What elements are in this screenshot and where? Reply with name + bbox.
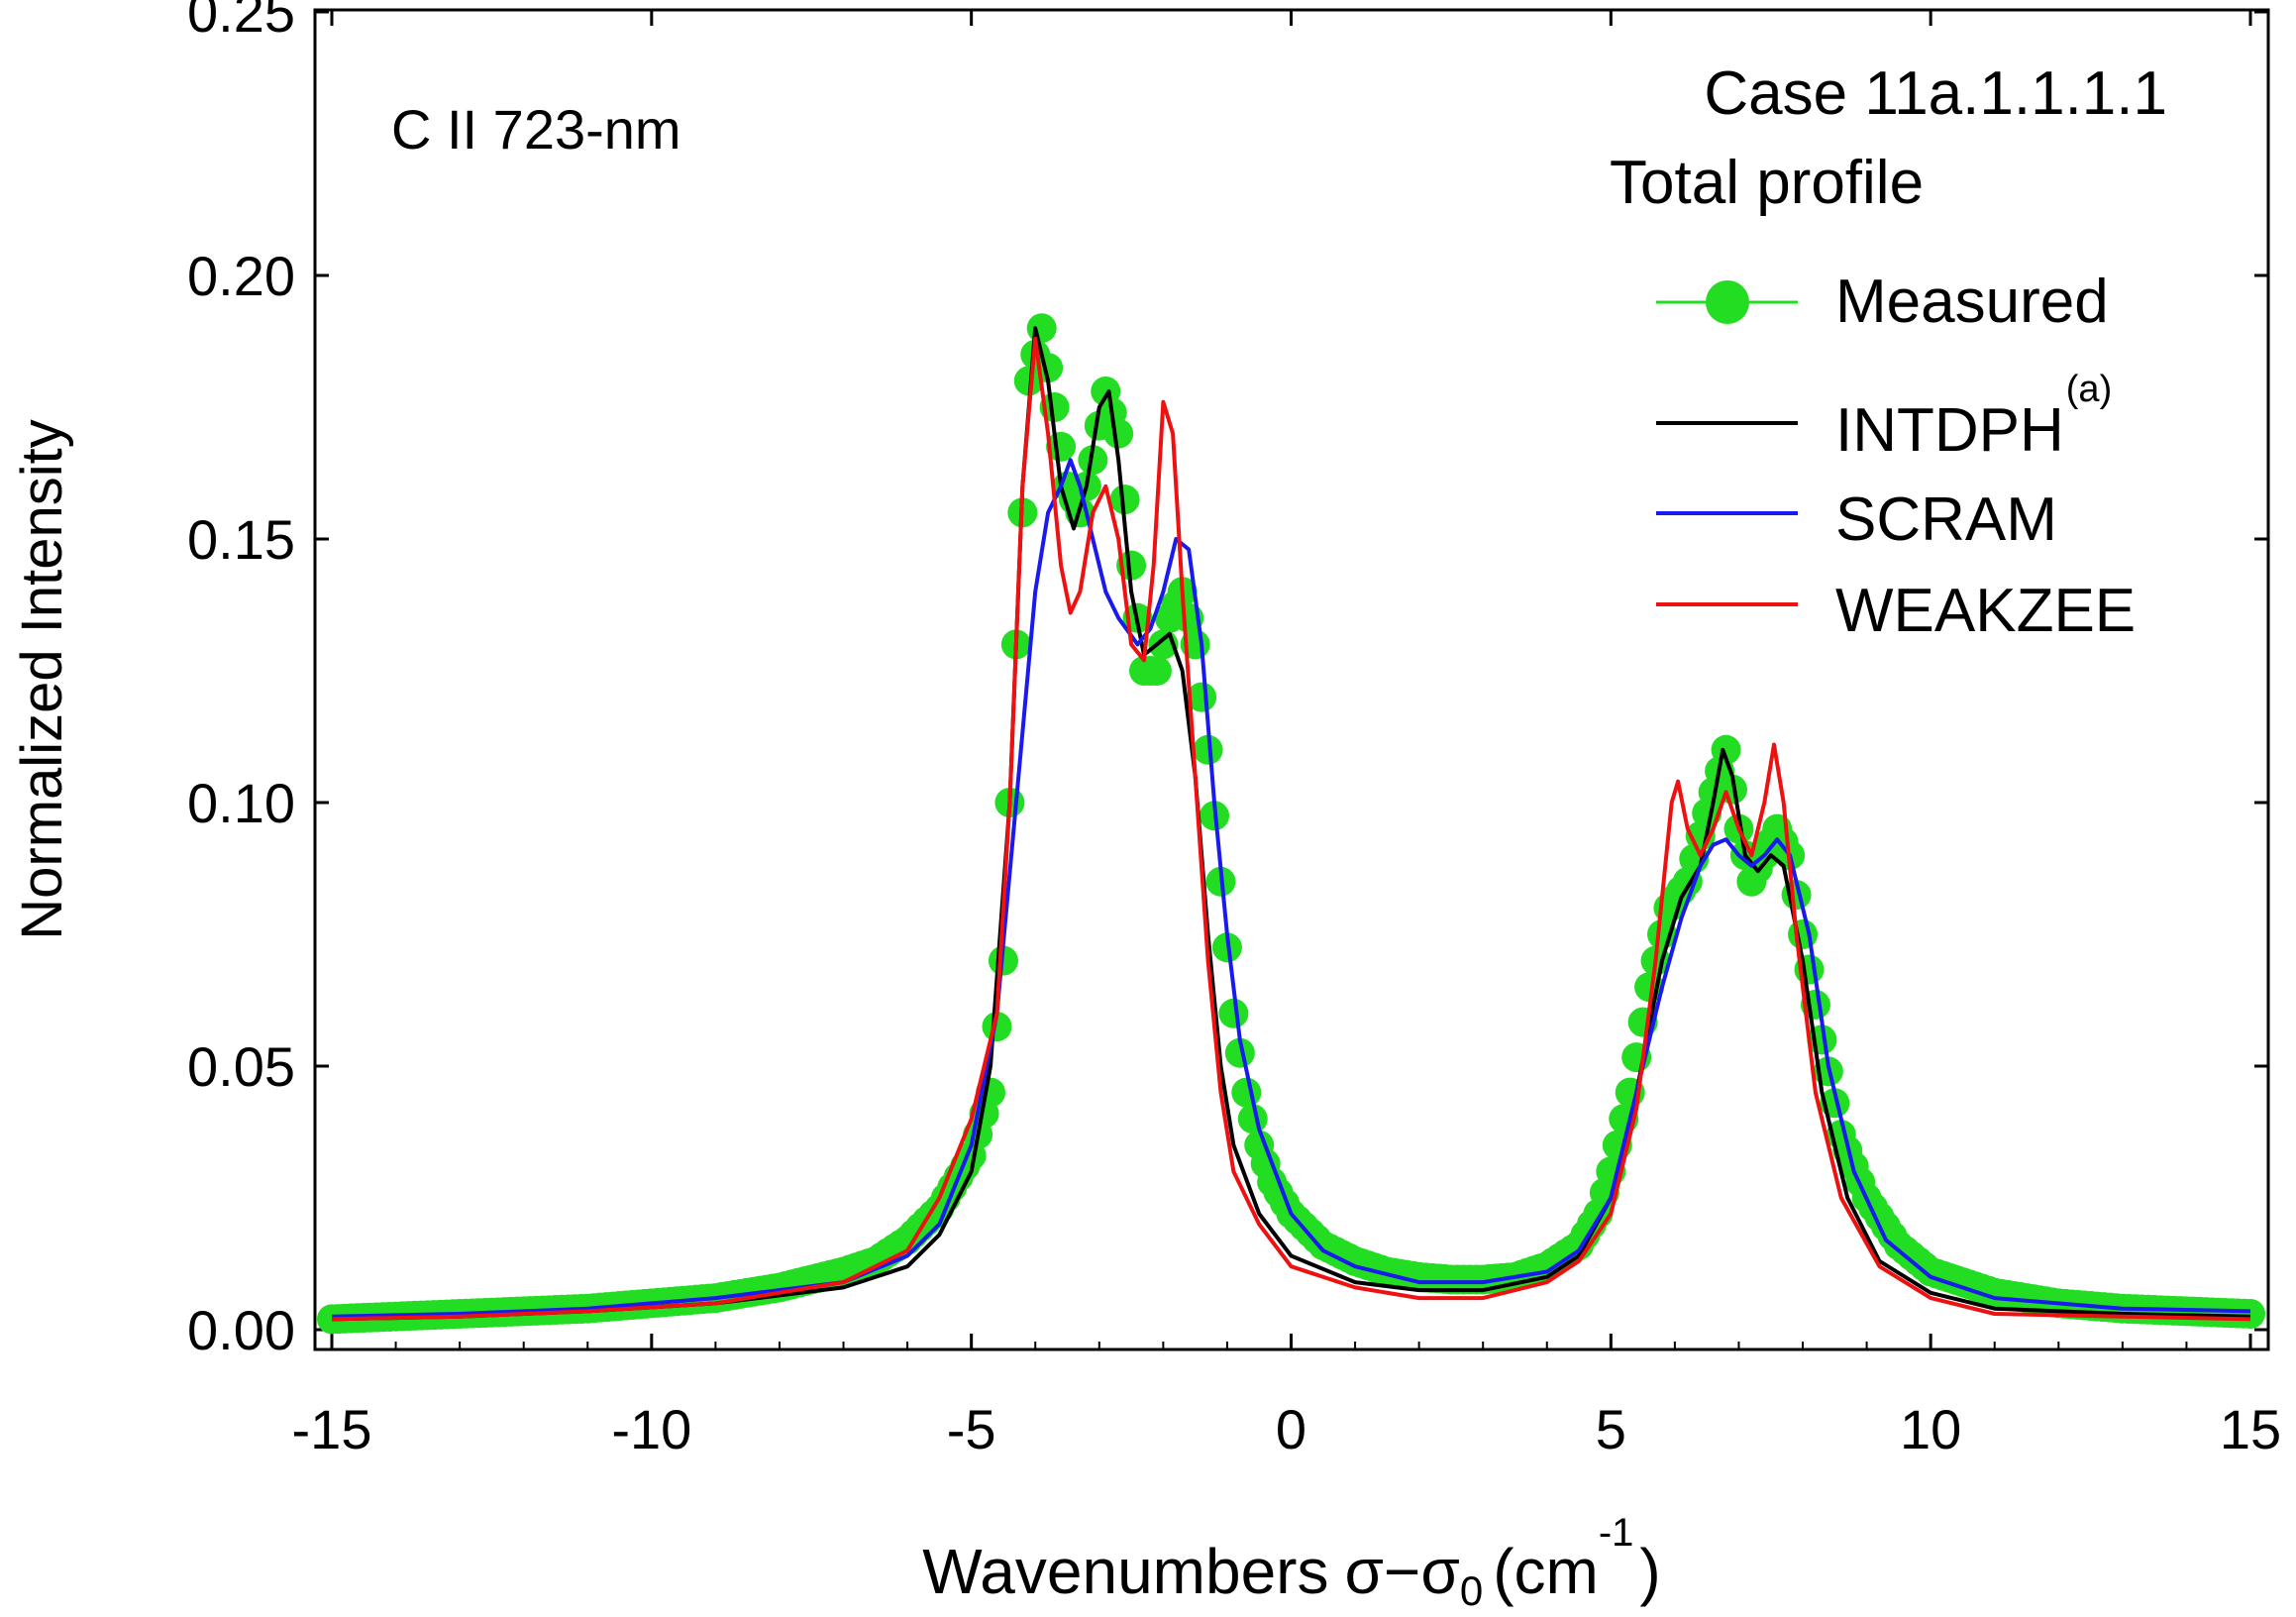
series-line-weakzee: [331, 336, 2251, 1322]
profile-annotation: Total profile: [1610, 149, 1924, 217]
x-tick-label: -10: [611, 1398, 691, 1460]
x-tick-label: 15: [2220, 1398, 2281, 1460]
y-tick-label: 0.00: [187, 1299, 295, 1361]
measured-point: [1078, 445, 1108, 476]
measured-point: [1218, 998, 1249, 1028]
legend-label-intdph: INTDPH(a): [1835, 369, 2112, 465]
y-axis-label: Normalized Intensity: [10, 419, 74, 939]
x-axis-label-sigma: σ−σ: [1344, 1536, 1459, 1607]
measured-point: [1224, 1037, 1255, 1068]
legend-label-intdph-name: INTDPH: [1835, 396, 2064, 465]
x-axis-label-main: Wavenumbers: [922, 1536, 1328, 1607]
measured-point: [1187, 682, 1217, 712]
measured-point: [2236, 1299, 2265, 1330]
legend-entry-intdph: INTDPH(a): [1656, 369, 2112, 465]
measured-point: [982, 1012, 1012, 1042]
y-tick-label: 0.10: [187, 772, 295, 834]
series-line-intdph: [331, 326, 2251, 1322]
legend-entry-scram: SCRAM: [1656, 485, 2057, 554]
x-axis: -15 -10 -5 0 5 10 15: [292, 10, 2281, 1460]
measured-point: [1141, 656, 1172, 686]
measured-point: [1231, 1077, 1262, 1108]
measured-point: [1193, 734, 1223, 765]
x-tick-label: -15: [292, 1398, 372, 1460]
legend: Measured INTDPH(a) SCRAM WEAKZEE: [1656, 268, 2136, 645]
y-tick-label: 0.15: [187, 508, 295, 571]
x-axis-label-unit-close: ): [1639, 1536, 1660, 1607]
measured-point: [1788, 919, 1819, 949]
y-tick-label: 0.05: [187, 1035, 295, 1098]
legend-marker-measured: [1706, 280, 1749, 324]
x-axis-label: Wavenumbers σ−σ0 (cm-1): [922, 1511, 1660, 1614]
y-tick-label: 0.25: [187, 0, 295, 44]
legend-label-measured: Measured: [1835, 268, 2109, 336]
x-axis-label-exponent: -1: [1599, 1511, 1634, 1555]
legend-entry-measured: Measured: [1656, 268, 2109, 336]
measured-point: [1026, 313, 1057, 344]
measured-point: [1109, 485, 1140, 515]
legend-label-intdph-superscript: (a): [2066, 369, 2112, 410]
x-axis-label-subscript: 0: [1460, 1567, 1483, 1614]
legend-entry-weakzee: WEAKZEE: [1656, 577, 2136, 645]
legend-label-weakzee: WEAKZEE: [1835, 577, 2136, 645]
measured-point: [1711, 734, 1741, 765]
y-tick-label: 0.20: [187, 245, 295, 307]
x-tick-label: 5: [1596, 1398, 1626, 1460]
legend-label-scram: SCRAM: [1835, 485, 2057, 554]
y-axis: 0.00 0.05 0.10 0.15 0.20 0.25: [187, 0, 2268, 1361]
case-annotation: Case 11a.1.1.1.1: [1704, 59, 2167, 128]
chart-title: C II 723-nm: [391, 98, 681, 161]
x-tick-label: 10: [1900, 1398, 1961, 1460]
series-line-scram: [331, 458, 2251, 1319]
x-axis-label-unit-open: (cm: [1493, 1536, 1599, 1607]
x-tick-label: -5: [947, 1398, 996, 1460]
measured-point: [1103, 418, 1134, 449]
series-measured: [317, 313, 2265, 1335]
x-tick-label: 0: [1276, 1398, 1306, 1460]
series-layer: [317, 313, 2265, 1335]
plot-frame: [313, 8, 2270, 1351]
